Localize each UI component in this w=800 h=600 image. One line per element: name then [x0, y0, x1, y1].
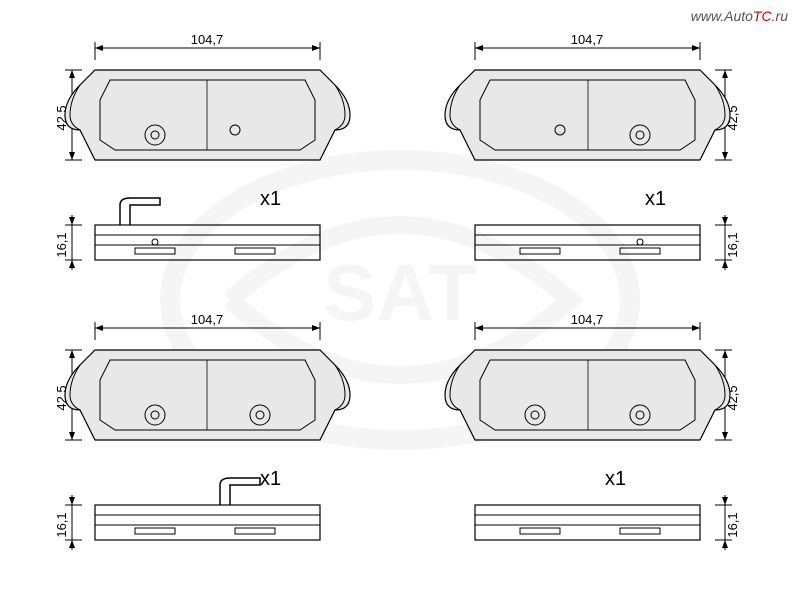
brake-pad-front — [65, 350, 350, 440]
view-bottom-left: 104,7 42,5 x1 16,1 — [20, 310, 395, 580]
dim-thickness: 16,1 — [725, 512, 740, 537]
dim-thickness: 16,1 — [54, 232, 69, 257]
qty-label: x1 — [260, 468, 281, 490]
view-bottom-right: 104,7 42,5 x1 16,1 — [405, 310, 780, 580]
diagram-grid: 104,7 42,5 x1 16,1 104,7 42,5 x1 16,1 10… — [0, 0, 800, 600]
dim-thickness: 16,1 — [725, 232, 740, 257]
dim-thickness: 16,1 — [54, 512, 69, 537]
brake-pad-side — [475, 505, 700, 540]
dim-width: 104,7 — [571, 32, 604, 47]
qty-label: x1 — [260, 188, 281, 210]
brake-pad-front — [65, 70, 350, 160]
view-top-left: 104,7 42,5 x1 16,1 — [20, 30, 395, 300]
dim-width: 104,7 — [191, 32, 224, 47]
dim-width: 104,7 — [191, 312, 224, 327]
qty-label: x1 — [645, 188, 666, 210]
brake-pad-side — [95, 478, 320, 540]
brake-pad-front — [445, 70, 730, 160]
view-top-right: 104,7 42,5 x1 16,1 — [405, 30, 780, 300]
qty-label: x1 — [605, 468, 626, 490]
brake-pad-side — [95, 198, 320, 260]
brake-pad-side — [475, 225, 700, 260]
dim-width: 104,7 — [571, 312, 604, 327]
brake-pad-front — [445, 350, 730, 440]
